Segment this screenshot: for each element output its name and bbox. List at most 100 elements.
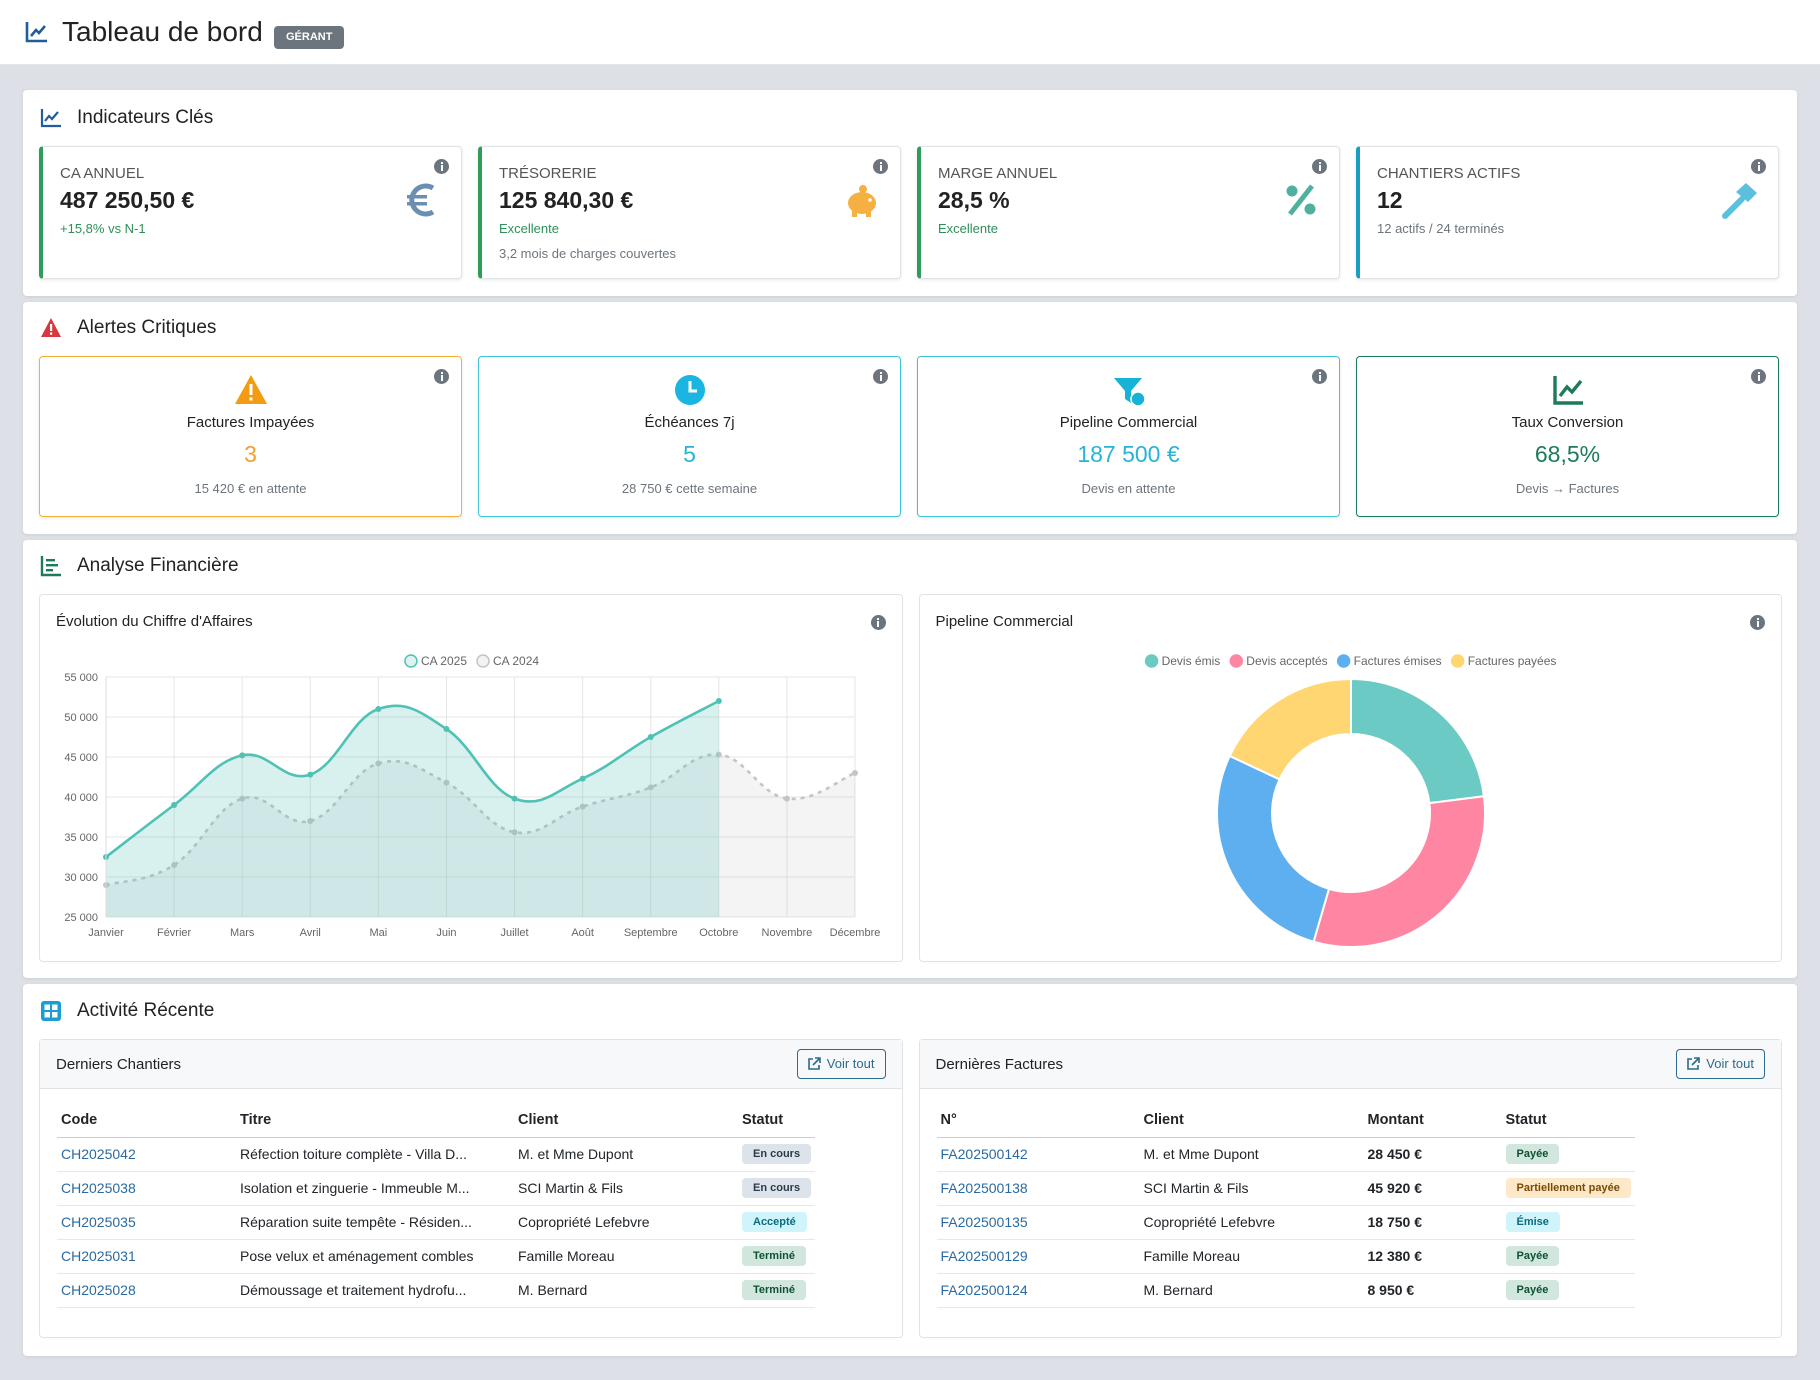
icon-shape	[1687, 1057, 1701, 1070]
invoices-table: N° Client Montant Statut FA202500142 M. et Mm…	[936, 1103, 1635, 1308]
record-link[interactable]: FA202500135	[940, 1214, 1028, 1230]
alert-icon	[1552, 376, 1583, 405]
record-link[interactable]: CH2025035	[61, 1214, 136, 1230]
record-link[interactable]: FA202500138	[940, 1180, 1028, 1196]
kpi-detail: 3,2 mois de charges couvertes	[499, 246, 677, 261]
table-row: FA202500124 M. Bernard 8 950 € Payée	[936, 1273, 1635, 1308]
area	[106, 701, 719, 917]
card-header: Derniers Chantiers Voir tout	[40, 1040, 902, 1089]
legend-swatch	[1336, 654, 1350, 668]
icon-shape	[44, 1012, 50, 1018]
table-cell: CH2025042	[57, 1137, 236, 1172]
table-cell: SCI Martin & Fils	[1139, 1171, 1364, 1206]
legend-swatch	[476, 654, 490, 668]
y-tick-label: 55 000	[64, 672, 98, 684]
section-title: Indicateurs Clés	[77, 107, 214, 128]
alert-card: Échéances 7j 5 28 750 € cette semaine	[478, 356, 901, 517]
info-icon	[870, 615, 886, 630]
status-badge: Émise	[1505, 1212, 1560, 1232]
chart-title: Évolution du Chiffre d'Affaires	[56, 613, 253, 630]
kpi-icon	[1722, 183, 1757, 219]
table-cell: M. et Mme Dupont	[1139, 1137, 1364, 1172]
section-title: Analyse Financière	[77, 555, 239, 576]
header-icon	[25, 22, 47, 43]
icon-shape	[1722, 196, 1745, 219]
record-link[interactable]: CH2025031	[61, 1248, 136, 1264]
alert-card: Factures Impayées 3 15 420 € en attente	[39, 356, 462, 517]
icon-shape	[409, 183, 435, 217]
doughnut-chart: Devis émis Devis acceptés Factures émises F…	[1144, 654, 1556, 948]
table-cell: CH2025035	[57, 1205, 236, 1240]
external-icon	[807, 1057, 821, 1070]
table-body: CH2025042 Réfection toiture complète - Vi…	[57, 1137, 816, 1308]
icon-shape	[1558, 379, 1582, 398]
kpi-label: MARGE ANNUEL	[938, 165, 1058, 182]
icon-shape	[40, 556, 61, 577]
table-row: FA202500142 M. et Mme Dupont 28 450 € Payée	[936, 1137, 1635, 1172]
see-all-button[interactable]: Voir tout	[796, 1049, 886, 1079]
table-cell: Démoussage et traitement hydrofu...	[236, 1273, 514, 1308]
x-tick-label: Avril	[300, 927, 321, 939]
kpi-note: 12 actifs / 24 terminés	[1377, 221, 1505, 236]
kpi-label: CHANTIERS ACTIFS	[1377, 165, 1521, 182]
section-title: Alertes Critiques	[77, 317, 217, 338]
icon-shape	[1286, 185, 1298, 197]
table-cell: Copropriété Lefebvre	[1139, 1205, 1364, 1240]
x-tick-label: Juin	[436, 927, 456, 939]
table-cell: Famille Moreau	[1139, 1239, 1364, 1274]
status-badge: En cours	[742, 1178, 812, 1198]
legend-label: Devis émis	[1161, 654, 1220, 668]
table-cell: Terminé	[738, 1273, 816, 1308]
alert-note: Devis → Factures	[1515, 481, 1620, 496]
y-tick-label: 50 000	[64, 712, 98, 724]
status-badge: Terminé	[742, 1246, 806, 1266]
table-cell: M. et Mme Dupont	[514, 1137, 738, 1172]
icon-shape	[30, 25, 46, 37]
point	[375, 760, 382, 767]
icon-shape	[40, 109, 61, 128]
table-cell: 28 450 €	[1363, 1137, 1502, 1172]
see-all-button[interactable]: Voir tout	[1676, 1049, 1765, 1079]
column-header: Client	[1139, 1103, 1364, 1138]
header-row: Code Titre Client Statut	[57, 1103, 816, 1138]
table-cell: SCI Martin & Fils	[514, 1171, 738, 1206]
kpi-cards: CA ANNUEL 487 250,50 € +15,8% vs N-1 TRÉSOR…	[39, 146, 1779, 279]
table-cell: Pose velux et aménagement combles	[236, 1239, 514, 1274]
record-link[interactable]: FA202500142	[940, 1146, 1028, 1162]
icon-shape	[249, 397, 252, 401]
table-cell: M. Bernard	[514, 1273, 738, 1308]
record-link[interactable]: FA202500124	[940, 1282, 1028, 1298]
header: Tableau de bord GÉRANT	[0, 0, 1820, 65]
table-cell: 8 950 €	[1363, 1273, 1502, 1308]
table-row: CH2025038 Isolation et zinguerie - Immeub…	[57, 1171, 816, 1206]
doughnut-segment	[1227, 677, 1352, 781]
record-link[interactable]: CH2025038	[61, 1180, 136, 1196]
status-badge: En cours	[742, 1144, 812, 1164]
info-icon	[1312, 159, 1327, 174]
table-cell: En cours	[738, 1137, 816, 1172]
y-tick-label: 45 000	[64, 752, 98, 764]
record-link[interactable]: CH2025028	[61, 1282, 136, 1298]
alert-value: 5	[683, 441, 696, 467]
x-tick-label: Octobre	[699, 927, 738, 939]
info-icon	[1312, 369, 1327, 384]
icon-shape	[688, 381, 697, 393]
table-cell: Famille Moreau	[514, 1239, 738, 1274]
icon-shape	[52, 1004, 58, 1010]
record-link[interactable]: CH2025042	[61, 1146, 136, 1162]
alert-note: 28 750 € cette semaine	[621, 481, 758, 496]
sites-table-card: Derniers Chantiers Voir tout Code Titre Cl…	[39, 1039, 903, 1338]
record-link[interactable]: FA202500129	[940, 1248, 1028, 1264]
kpi-note: Excellente	[499, 221, 559, 236]
point	[375, 706, 382, 712]
x-tick-label: Novembre	[762, 927, 813, 939]
line-chart: 25 000 30 000 35 000 40 000 45 000 50 000 55 0…	[64, 654, 880, 939]
status-badge: Payée	[1505, 1280, 1560, 1300]
table-cell: En cours	[738, 1171, 816, 1206]
point	[715, 698, 722, 704]
table-cell: M. Bernard	[1139, 1273, 1364, 1308]
info-icon	[1751, 159, 1766, 174]
point	[443, 779, 450, 786]
table-cell: Payée	[1501, 1239, 1635, 1274]
